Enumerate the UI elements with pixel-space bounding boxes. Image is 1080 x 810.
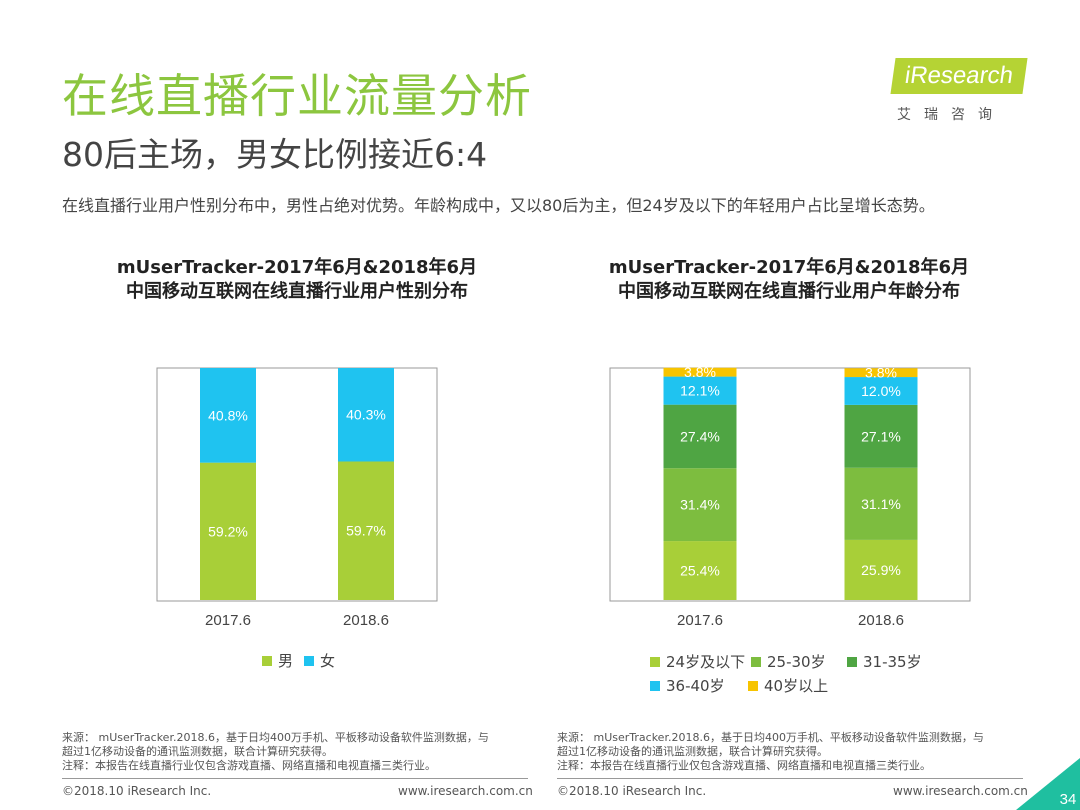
data-label: 59.2% [208, 523, 248, 539]
right-footer-divider [557, 778, 1023, 779]
legend-swatch [650, 681, 660, 691]
data-label: 31.4% [680, 497, 720, 513]
data-label: 27.4% [680, 428, 720, 444]
legend-swatch [650, 657, 660, 667]
page-number-badge: 34 [1016, 758, 1080, 810]
bar-segment [663, 404, 737, 469]
legend-swatch [751, 657, 761, 667]
legend-label: 25-30岁 [767, 653, 826, 671]
left-copyright: ©2018.10 iResearch Inc. [62, 784, 212, 798]
left-notes: 来源： mUserTracker.2018.6，基于日均400万手机、平板移动设… [62, 731, 489, 773]
bar-segment [663, 541, 737, 600]
bar-segment [663, 376, 737, 405]
logo-cn: 艾瑞咨询 [897, 107, 1005, 123]
legend-label: 24岁及以下 [666, 653, 745, 671]
bar-segment [200, 462, 256, 600]
right-note-line: 来源： mUserTracker.2018.6，基于日均400万手机、平板移动设… [557, 731, 984, 744]
bar-segment [663, 367, 737, 377]
left-chart-title-line1: mUserTracker-2017年6月&2018年6月 [116, 257, 478, 278]
left-note-line: 注释：本报告在线直播行业仅包含游戏直播、网络直播和电视直播三类行业。 [62, 759, 436, 772]
bar-segment [663, 468, 737, 542]
bar-segment [844, 368, 918, 378]
plot-frame [156, 367, 438, 602]
legend-label: 男 [278, 652, 293, 670]
legend-swatch [748, 681, 758, 691]
legend-swatch [847, 657, 857, 667]
page-number: 34 [1060, 791, 1077, 808]
category-tick-label: 2018.6 [343, 612, 389, 629]
right-notes: 来源： mUserTracker.2018.6，基于日均400万手机、平板移动设… [557, 731, 984, 773]
left-note-line: 来源： mUserTracker.2018.6，基于日均400万手机、平板移动设… [62, 731, 489, 744]
data-label: 3.8% [865, 365, 897, 381]
bar-segment [844, 539, 918, 600]
left-chart-title: mUserTracker-2017年6月&2018年6月 中国移动互联网在线直播… [52, 256, 542, 304]
plot-frame [609, 367, 971, 602]
left-chart-title-line2: 中国移动互联网在线直播行业用户性别分布 [126, 281, 468, 302]
data-label: 25.4% [680, 563, 720, 579]
left-footer-divider [62, 778, 528, 779]
data-label: 59.7% [346, 523, 386, 539]
right-note-line: 注释：本报告在线直播行业仅包含游戏直播、网络直播和电视直播三类行业。 [557, 759, 931, 772]
iresearch-logo: iResearch 艾瑞咨询 [890, 58, 1028, 128]
category-tick-label: 2017.6 [205, 612, 251, 629]
category-tick-label: 2018.6 [858, 612, 904, 629]
bar-segment [844, 377, 918, 405]
bar-segment [844, 404, 918, 468]
data-label: 31.1% [861, 496, 901, 512]
bar-segment [200, 368, 256, 463]
data-label: 25.9% [861, 562, 901, 578]
legend-label: 36-40岁 [666, 677, 725, 695]
right-url[interactable]: www.iresearch.com.cn [893, 784, 1028, 798]
legend-swatch [262, 656, 272, 666]
right-chart-title-line2: 中国移动互联网在线直播行业用户年龄分布 [618, 281, 960, 302]
right-chart-title-line1: mUserTracker-2017年6月&2018年6月 [608, 257, 970, 278]
page-title: 在线直播行业流量分析 [62, 69, 532, 123]
data-label: 12.0% [861, 383, 901, 399]
data-label: 40.3% [346, 407, 386, 423]
data-label: 40.8% [208, 407, 248, 423]
right-note-line: 超过1亿移动设备的通讯监测数据，联合计算研究获得。 [557, 745, 828, 758]
right-chart-title: mUserTracker-2017年6月&2018年6月 中国移动互联网在线直播… [544, 256, 1034, 304]
legend-label: 女 [320, 652, 335, 670]
bar-segment [338, 368, 394, 462]
left-note-line: 超过1亿移动设备的通讯监测数据，联合计算研究获得。 [62, 745, 333, 758]
legend-swatch [304, 656, 314, 666]
data-label: 3.8% [684, 364, 716, 380]
badge-triangle [1016, 758, 1080, 810]
left-url[interactable]: www.iresearch.com.cn [398, 784, 533, 798]
summary-text: 在线直播行业用户性别分布中，男性占绝对优势。年龄构成中，又以80后为主，但24岁… [62, 196, 935, 215]
data-label: 12.1% [680, 383, 720, 399]
right-copyright: ©2018.10 iResearch Inc. [557, 784, 707, 798]
legend-label: 31-35岁 [863, 653, 922, 671]
page-subtitle: 80后主场，男女比例接近6:4 [62, 135, 488, 174]
category-tick-label: 2017.6 [677, 612, 723, 629]
data-label: 27.1% [861, 428, 901, 444]
bar-segment [338, 461, 394, 600]
bar-segment [844, 467, 918, 540]
legend-label: 40岁以上 [764, 677, 828, 695]
